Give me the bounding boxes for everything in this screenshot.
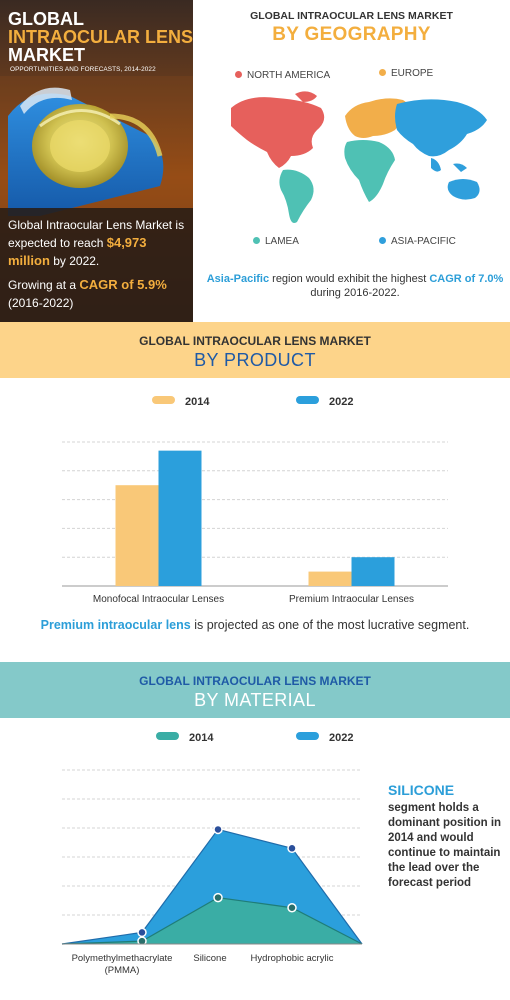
hero-section: GLOBAL INTRAOCULAR LENS MARKET OPPORTUNI… bbox=[0, 0, 510, 322]
material-section-header: GLOBAL INTRAOCULAR LENS MARKET BY MATERI… bbox=[0, 662, 510, 718]
material-legend-2022: 2022 bbox=[296, 732, 353, 744]
product-legend-2014: 2014 bbox=[152, 396, 209, 408]
hero-image-panel: GLOBAL INTRAOCULAR LENS MARKET OPPORTUNI… bbox=[0, 0, 193, 322]
silicone-text: segment holds a dominant position in 201… bbox=[388, 802, 502, 889]
product-note: Premium intraocular lens is projected as… bbox=[40, 618, 470, 632]
europe-dot bbox=[379, 69, 386, 76]
product-section-header: GLOBAL INTRAOCULAR LENS MARKET BY PRODUC… bbox=[0, 322, 510, 378]
region-north-america: NORTH AMERICA bbox=[235, 70, 330, 81]
point-2014-2 bbox=[287, 903, 297, 913]
legend-swatch bbox=[296, 732, 319, 740]
legend-swatch bbox=[156, 732, 179, 740]
x-tick-label: Hydrophobic acrylic bbox=[251, 953, 334, 964]
bar-2014-1 bbox=[308, 571, 352, 586]
geography-title: BY GEOGRAPHY bbox=[272, 24, 431, 45]
market-size-stat: Global Intraocular Lens Market is expect… bbox=[8, 218, 185, 268]
geography-kicker: GLOBAL INTRAOCULAR LENS MARKET bbox=[250, 10, 453, 22]
intraocular-lens-image bbox=[0, 76, 193, 216]
cagr-value: CAGR of 5.9% bbox=[79, 277, 167, 292]
product-bar-chart: Monofocal Intraocular Lenses Premium Intr… bbox=[62, 441, 448, 605]
north-america-dot bbox=[235, 71, 242, 78]
geography-note: Asia-Pacific region would exhibit the hi… bbox=[206, 273, 504, 299]
world-map bbox=[231, 91, 487, 223]
hero-stats: Global Intraocular Lens Market is expect… bbox=[0, 208, 193, 322]
product-kicker: GLOBAL INTRAOCULAR LENS MARKET bbox=[139, 334, 371, 348]
bar-2022-0 bbox=[158, 450, 202, 586]
silicone-title: SILICONE bbox=[388, 782, 455, 798]
material-legend-2014: 2014 bbox=[156, 732, 213, 744]
bar-2014-0 bbox=[115, 485, 159, 586]
map-europe bbox=[345, 98, 411, 138]
x-tick-label: Polymethylmethacrylate bbox=[72, 953, 173, 964]
x-tick-label: Premium Intraocular Lenses bbox=[289, 594, 414, 605]
product-title: BY PRODUCT bbox=[194, 350, 316, 370]
point-2014-0 bbox=[137, 936, 147, 946]
map-asia bbox=[395, 99, 487, 157]
point-2022-2 bbox=[287, 843, 297, 854]
x-tick-label-line2: (PMMA) bbox=[105, 965, 140, 976]
material-title: BY MATERIAL bbox=[194, 690, 316, 710]
cagr-stat: Growing at a CAGR of 5.9% (2016-2022) bbox=[8, 277, 167, 310]
asia-pacific-dot bbox=[379, 237, 386, 244]
map-north-america bbox=[231, 97, 325, 168]
region-lamea: LAMEA bbox=[253, 236, 299, 247]
map-africa bbox=[344, 140, 395, 202]
lamea-dot bbox=[253, 237, 260, 244]
market-size-value: $4,973 million bbox=[8, 235, 147, 268]
region-asia-pacific: ASIA-PACIFIC bbox=[379, 236, 456, 247]
point-2014-1 bbox=[213, 892, 223, 903]
material-kicker: GLOBAL INTRAOCULAR LENS MARKET bbox=[139, 674, 371, 688]
hero-title: GLOBAL INTRAOCULAR LENS MARKET bbox=[8, 9, 193, 65]
map-australia bbox=[447, 179, 480, 200]
point-2022-1 bbox=[213, 824, 223, 835]
legend-swatch bbox=[296, 396, 319, 404]
bar-2022-1 bbox=[351, 557, 395, 586]
legend-swatch bbox=[152, 396, 175, 404]
region-europe: EUROPE bbox=[379, 68, 433, 79]
map-south-america bbox=[279, 169, 314, 223]
material-area-chart: Polymethylmethacrylate(PMMA) Silicone Hydr… bbox=[61, 769, 363, 976]
x-tick-label: Monofocal Intraocular Lenses bbox=[93, 594, 224, 605]
product-legend-2022: 2022 bbox=[296, 396, 353, 408]
area-2014 bbox=[62, 897, 362, 944]
hero-subtitle: OPPORTUNITIES AND FORECASTS, 2014-2022 bbox=[10, 66, 156, 73]
silicone-callout: SILICONE segment holds a dominant positi… bbox=[388, 782, 506, 891]
x-tick-label: Silicone bbox=[193, 953, 226, 964]
point-2022-0 bbox=[137, 927, 147, 938]
geography-panel: GLOBAL INTRAOCULAR LENS MARKET BY GEOGRA… bbox=[193, 0, 510, 322]
